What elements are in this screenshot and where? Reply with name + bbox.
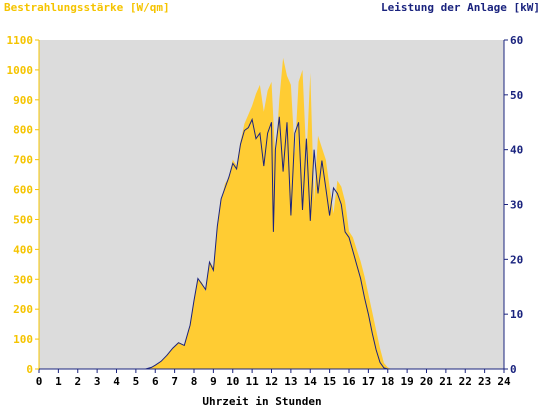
x-tick-label: 18: [381, 375, 394, 388]
left-y-tick-label: 700: [13, 154, 33, 167]
left-y-tick-label: 100: [13, 333, 33, 346]
left-y-tick-label: 1100: [7, 34, 34, 47]
left-y-tick-label: 200: [13, 303, 33, 316]
right-y-tick-label: 60: [510, 34, 523, 47]
x-tick-label: 13: [284, 375, 297, 388]
x-tick-label: 23: [478, 375, 491, 388]
x-tick-label: 11: [246, 375, 260, 388]
right-y-tick-label: 50: [510, 89, 523, 102]
x-tick-label: 4: [113, 375, 120, 388]
irradiance-area: [39, 57, 504, 370]
left-y-tick-label: 0: [26, 363, 33, 376]
right-y-tick-label: 40: [510, 144, 523, 157]
x-tick-label: 8: [191, 375, 198, 388]
x-tick-label: 19: [401, 375, 414, 388]
x-tick-label: 3: [94, 375, 101, 388]
x-tick-label: 22: [459, 375, 472, 388]
x-tick-label: 6: [152, 375, 159, 388]
x-tick-label: 5: [133, 375, 140, 388]
x-tick-label: 12: [265, 375, 278, 388]
power-line: [39, 116, 504, 370]
left-y-tick-label: 900: [13, 94, 33, 107]
x-tick-label: 15: [323, 375, 336, 388]
x-tick-label: 21: [439, 375, 453, 388]
left-y-tick-label: 800: [13, 124, 33, 137]
left-y-tick-label: 400: [13, 243, 33, 256]
right-y-tick-label: 30: [510, 199, 523, 212]
left-y-tick-label: 600: [13, 184, 33, 197]
left-axis-title: Bestrahlungsstärke [W/qm]: [4, 1, 170, 14]
right-y-tick-label: 20: [510, 253, 523, 266]
x-tick-label: 17: [362, 375, 375, 388]
x-tick-label: 14: [304, 375, 318, 388]
x-tick-label: 24: [497, 375, 511, 388]
right-axis-title: Leistung der Anlage [kW]: [381, 1, 540, 14]
x-tick-label: 0: [36, 375, 43, 388]
ticks: [35, 39, 508, 373]
right-y-tick-label: 10: [510, 308, 523, 321]
x-tick-label: 16: [342, 375, 356, 388]
x-tick-label: 10: [226, 375, 239, 388]
right-y-tick-label: 0: [510, 363, 517, 376]
left-y-tick-label: 300: [13, 273, 33, 286]
x-axis-label: Uhrzeit in Stunden: [202, 395, 321, 408]
x-tick-label: 20: [420, 375, 433, 388]
left-y-tick-label: 1000: [7, 64, 34, 77]
left-y-tick-label: 500: [13, 213, 33, 226]
x-tick-label: 7: [171, 375, 178, 388]
x-tick-label: 2: [74, 375, 81, 388]
tick-labels: 0 1 2 3 4 5 6 7 8 9 10 11 12 13 14 15 16 17 18 19 20 21 22 23 24…: [7, 34, 524, 388]
x-tick-label: 1: [55, 375, 62, 388]
x-tick-label: 9: [210, 375, 217, 388]
